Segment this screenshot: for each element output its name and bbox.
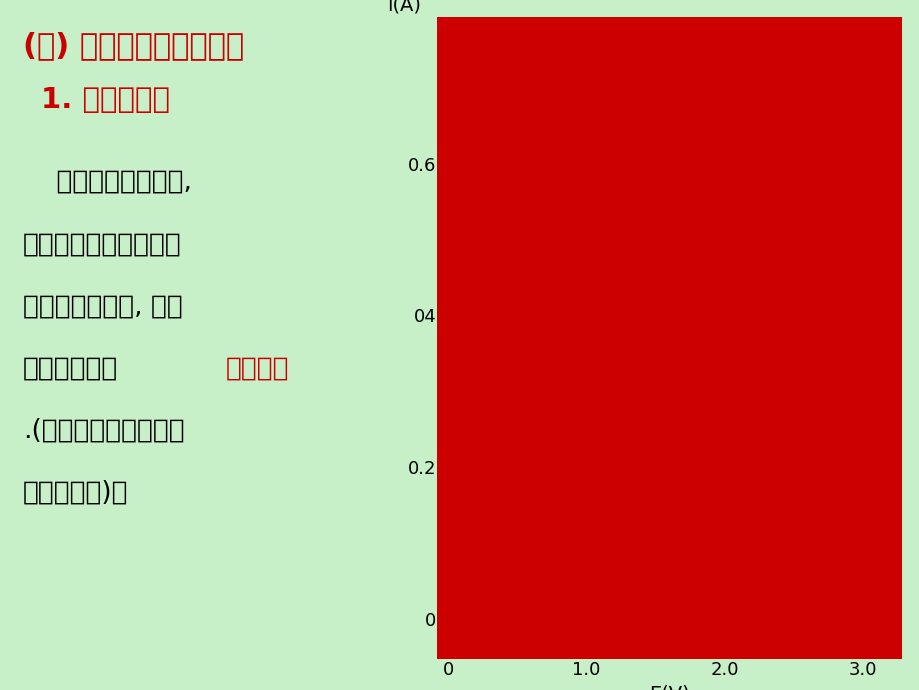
Text: $\mathregular{E}_{??}$: $\mathregular{E}_{??}$ bbox=[548, 576, 573, 596]
Text: 电流通过电解池, 这个: 电流通过电解池, 这个 bbox=[23, 293, 183, 319]
Text: 有一个逐渐增加的微小: 有一个逐渐增加的微小 bbox=[23, 231, 182, 257]
Text: 1. 残余电流：: 1. 残余电流： bbox=[41, 86, 170, 115]
Text: 的电解产生)。: 的电解产生)。 bbox=[23, 480, 129, 506]
Text: a: a bbox=[797, 237, 811, 257]
X-axis label: E(V): E(V) bbox=[648, 684, 689, 690]
Y-axis label: i(A): i(A) bbox=[386, 0, 420, 14]
Text: 残余电流: 残余电流 bbox=[225, 355, 289, 382]
Text: $\mathregular{E}'_{??}$: $\mathregular{E}'_{??}$ bbox=[785, 571, 815, 593]
Text: b: b bbox=[637, 237, 651, 257]
Text: 微小电流称为: 微小电流称为 bbox=[23, 355, 119, 382]
Text: .(主要由电解液中杂质: .(主要由电解液中杂质 bbox=[23, 417, 185, 444]
Text: 当外加电压很小时,: 当外加电压很小时, bbox=[23, 169, 192, 195]
Text: (二) 分解电压和析出电位: (二) 分解电压和析出电位 bbox=[23, 31, 244, 60]
